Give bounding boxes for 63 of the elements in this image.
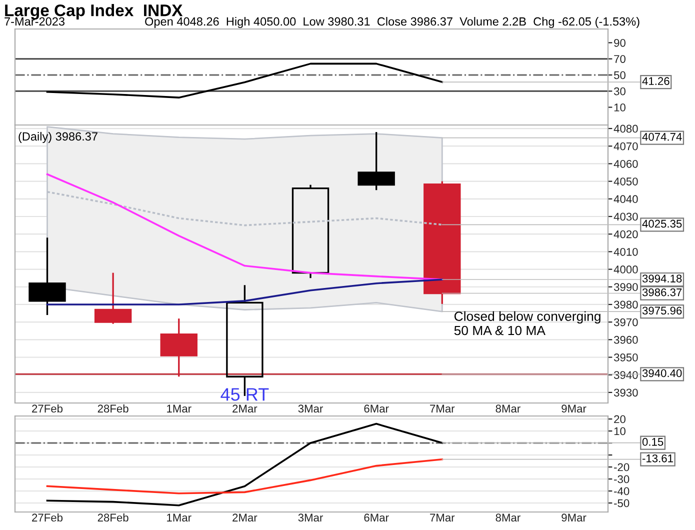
line-series bbox=[46, 62, 444, 98]
y-tick-label: 3930 bbox=[614, 388, 638, 397]
line-series bbox=[46, 422, 444, 506]
x-tick-label: 3Mar bbox=[298, 404, 323, 413]
x-tick-label: 6Mar bbox=[364, 404, 389, 413]
y-tick-label: -50 bbox=[614, 499, 630, 508]
annotation: Closed below converging 50 MA & 10 MA bbox=[454, 311, 600, 336]
annotation: 45 RT bbox=[220, 388, 269, 401]
y-tick-label: 90 bbox=[614, 38, 626, 47]
y-tick-label: -20 bbox=[614, 463, 630, 472]
y-tick-label: 4030 bbox=[614, 212, 638, 221]
x-tick-label: 6Mar bbox=[364, 514, 389, 522]
y-tick-label: 10 bbox=[614, 427, 626, 436]
candlestick bbox=[28, 236, 66, 316]
line-series bbox=[46, 278, 444, 306]
x-tick-label: 8Mar bbox=[496, 514, 520, 522]
y-tick-label: 3980 bbox=[614, 300, 638, 309]
annotation: 0.15 bbox=[642, 438, 664, 446]
y-tick-label: 3960 bbox=[614, 336, 638, 344]
y-tick-label: 3990 bbox=[614, 283, 638, 292]
y-tick-label: 4020 bbox=[614, 230, 638, 238]
y-tick-label: -40 bbox=[614, 487, 630, 496]
x-tick-label: 27Feb bbox=[32, 404, 63, 413]
annotation: 3975.96 bbox=[642, 306, 682, 315]
text: Open 4048.26 High 4050.00 Low 3980.31 Close 3986.37 Volume 2.2B Chg -62.05 (-1.53%) bbox=[145, 17, 640, 28]
x-tick-label: 1Mar bbox=[167, 514, 192, 522]
y-tick-label: 4010 bbox=[614, 248, 638, 256]
x-tick-label: 1Mar bbox=[167, 404, 192, 413]
y-tick-label: -30 bbox=[614, 475, 630, 484]
y-tick-label: 50 bbox=[614, 71, 626, 80]
x-tick-label: 9Mar bbox=[562, 514, 586, 522]
x-tick-label: 27Feb bbox=[32, 513, 63, 522]
x-tick-label: 28Feb bbox=[98, 513, 128, 522]
y-tick-label: 4050 bbox=[614, 178, 638, 186]
candlestick bbox=[160, 318, 198, 378]
x-tick-label: 7Mar bbox=[430, 404, 455, 413]
annotation: -13.61 bbox=[642, 454, 673, 462]
x-tick-label: 8Mar bbox=[496, 404, 520, 413]
annotation: 4025.35 bbox=[642, 220, 682, 228]
x-tick-label: 9Mar bbox=[562, 404, 586, 413]
y-tick-label: 4000 bbox=[614, 266, 638, 274]
line-series bbox=[46, 458, 444, 494]
x-tick-label: 7Mar bbox=[430, 514, 455, 522]
annotation: 3986.37 bbox=[642, 288, 682, 296]
y-tick-label: 30 bbox=[614, 87, 626, 96]
y-tick-label: 4080 bbox=[614, 124, 638, 133]
y-tick-label: 70 bbox=[614, 55, 626, 63]
annotation: (Daily) 3986.37 bbox=[18, 132, 98, 143]
annotation: 3940.40 bbox=[642, 369, 682, 378]
y-tick-label: 4060 bbox=[614, 160, 638, 168]
x-tick-label: 2Mar bbox=[232, 514, 258, 522]
annotation: 4074.74 bbox=[642, 132, 682, 141]
y-tick-label: 4070 bbox=[614, 142, 638, 150]
x-tick-label: 2Mar bbox=[232, 404, 258, 413]
y-tick-label: 20 bbox=[614, 415, 626, 424]
y-tick-label: 4040 bbox=[614, 195, 638, 204]
y-tick-label: 3970 bbox=[614, 318, 638, 326]
x-tick-label: 28Feb bbox=[98, 404, 128, 413]
annotation: 3994.18 bbox=[642, 274, 682, 282]
annotation: 41.26 bbox=[642, 77, 670, 86]
y-tick-label: 3950 bbox=[614, 354, 638, 362]
x-tick-label: 3Mar bbox=[298, 514, 323, 522]
y-tick-label: 10 bbox=[614, 104, 626, 112]
